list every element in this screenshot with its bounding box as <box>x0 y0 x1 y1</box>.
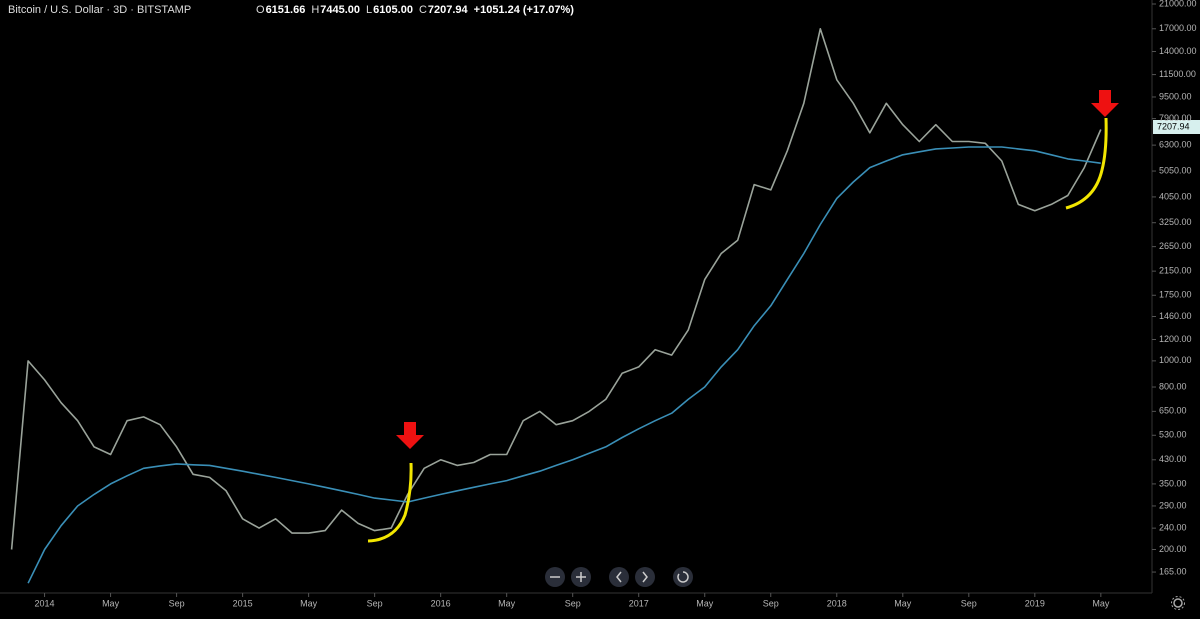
ohlc-key: H <box>311 4 319 16</box>
ohlc-legend: O 6151.66 H 7445.00 L 6105.00 C 7207.94 +1051.24… <box>256 4 574 16</box>
y-tick-label: 800.00 <box>1159 381 1187 391</box>
scroll-right-button[interactable] <box>635 567 655 587</box>
y-tick-label: 530.00 <box>1159 430 1187 440</box>
x-tick-label: 2019 <box>1025 598 1045 608</box>
y-tick-label: 240.00 <box>1159 523 1187 533</box>
x-tick-label: May <box>1092 598 1110 608</box>
y-tick-label: 9500.00 <box>1159 91 1192 101</box>
y-tick-label: 17000.00 <box>1159 23 1197 33</box>
ohlc-value: 7445.00 <box>320 4 360 16</box>
plot-area <box>10 28 1102 584</box>
x-tick-label: 2014 <box>35 598 55 608</box>
x-tick-label: May <box>300 598 318 608</box>
y-tick-label: 430.00 <box>1159 454 1187 464</box>
x-tick-label: May <box>102 598 120 608</box>
x-tick-label: Sep <box>169 598 185 608</box>
x-tick-label: Sep <box>367 598 383 608</box>
zoom-in-button[interactable] <box>571 567 591 587</box>
reset-button[interactable] <box>673 567 693 587</box>
y-tick-label: 650.00 <box>1159 406 1187 416</box>
x-tick-label: Sep <box>565 598 581 608</box>
ohlc-value: 6151.66 <box>266 4 306 16</box>
ohlc-value: 6105.00 <box>373 4 413 16</box>
y-tick-label: 1750.00 <box>1159 290 1192 300</box>
y-tick-label: 2650.00 <box>1159 241 1192 251</box>
last-price-tag <box>1153 120 1200 134</box>
zoom-out-button[interactable] <box>545 567 565 587</box>
x-tick-label: May <box>696 598 714 608</box>
y-tick-label: 2150.00 <box>1159 266 1192 276</box>
arrow-down <box>396 422 424 449</box>
x-tick-label: Sep <box>961 598 977 608</box>
scroll-left-button[interactable] <box>609 567 629 587</box>
x-tick-label: 2015 <box>233 598 253 608</box>
y-tick-label: 200.00 <box>1159 544 1187 554</box>
ohlc-value: 7207.94 <box>428 4 469 16</box>
y-tick-label: 1200.00 <box>1159 334 1192 344</box>
y-tick-label: 3250.00 <box>1159 217 1192 227</box>
ohlc-key: L <box>366 4 372 16</box>
y-tick-label: 4050.00 <box>1159 191 1192 201</box>
x-tick-label: 2017 <box>629 598 649 608</box>
yellow-curve <box>367 462 413 543</box>
price-change: +1051.24 (+17.07%) <box>474 4 575 16</box>
y-tick-label: 11500.00 <box>1159 69 1196 79</box>
y-tick-label: 6300.00 <box>1159 140 1192 150</box>
ohlc-key: C <box>419 4 427 16</box>
last-price-label: 7207.94 <box>1157 121 1190 131</box>
ohlc-key: O <box>256 4 265 16</box>
y-tick-label: 7900.00 <box>1159 113 1192 123</box>
x-tick-label: 2016 <box>431 598 451 608</box>
x-tick-label: Sep <box>763 598 779 608</box>
y-tick-label: 1000.00 <box>1159 355 1192 365</box>
y-tick-label: 165.00 <box>1159 566 1187 576</box>
y-tick-label: 21000.00 <box>1159 0 1197 8</box>
price-line <box>27 146 1101 584</box>
settings-button[interactable] <box>1171 596 1185 610</box>
y-tick-label: 5050.00 <box>1159 165 1192 175</box>
arrow-down <box>1091 90 1119 117</box>
symbol-title[interactable]: Bitcoin / U.S. Dollar · 3D · BITSTAMP <box>8 4 191 16</box>
y-tick-label: 290.00 <box>1159 500 1187 510</box>
x-tick-label: May <box>894 598 912 608</box>
price-line <box>10 28 1102 550</box>
y-tick-label: 14000.00 <box>1159 46 1197 56</box>
y-tick-label: 350.00 <box>1159 478 1187 488</box>
x-tick-label: 2018 <box>827 598 847 608</box>
y-tick-label: 1460.00 <box>1159 311 1192 321</box>
yellow-curve <box>1065 117 1108 210</box>
x-tick-label: May <box>498 598 516 608</box>
